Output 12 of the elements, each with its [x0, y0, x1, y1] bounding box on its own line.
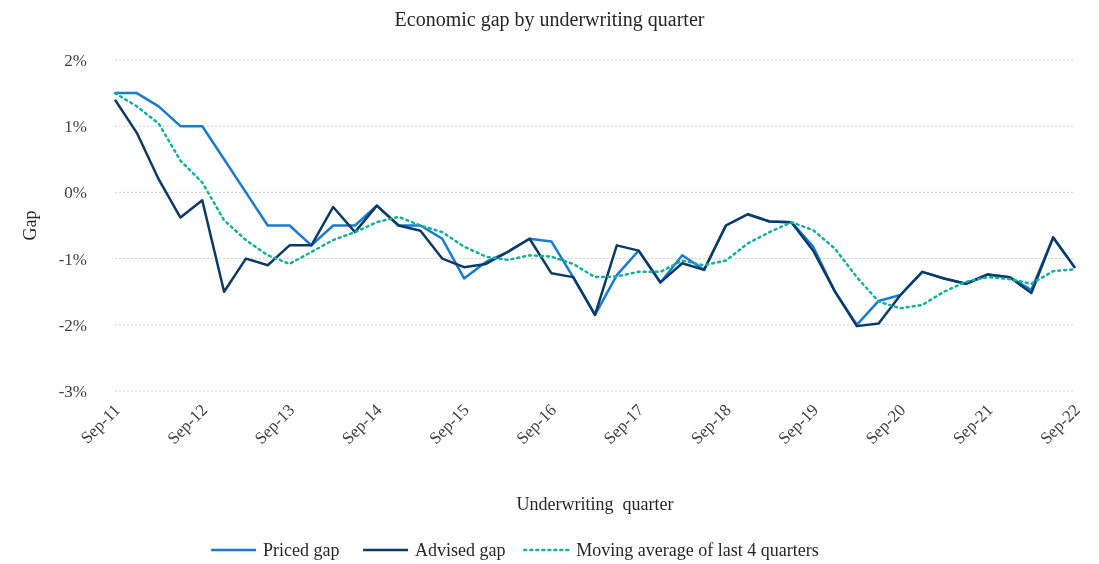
y-tick-label: 2%	[64, 50, 87, 70]
y-tick-label: -3%	[58, 381, 87, 401]
y-tick-label: 1%	[64, 117, 87, 137]
legend-label: Advised gap	[415, 540, 506, 561]
y-tick-label: -1%	[58, 249, 87, 269]
legend-label: Moving average of last 4 quarters	[576, 540, 819, 561]
y-axis-title: Gap	[20, 210, 40, 241]
legend-label: Priced gap	[263, 540, 340, 561]
y-tick-label: -2%	[58, 315, 87, 335]
x-axis-title: Underwriting quarter	[516, 494, 674, 514]
chart-title: Economic gap by underwriting quarter	[394, 8, 705, 31]
y-tick-label: 0%	[64, 183, 87, 203]
